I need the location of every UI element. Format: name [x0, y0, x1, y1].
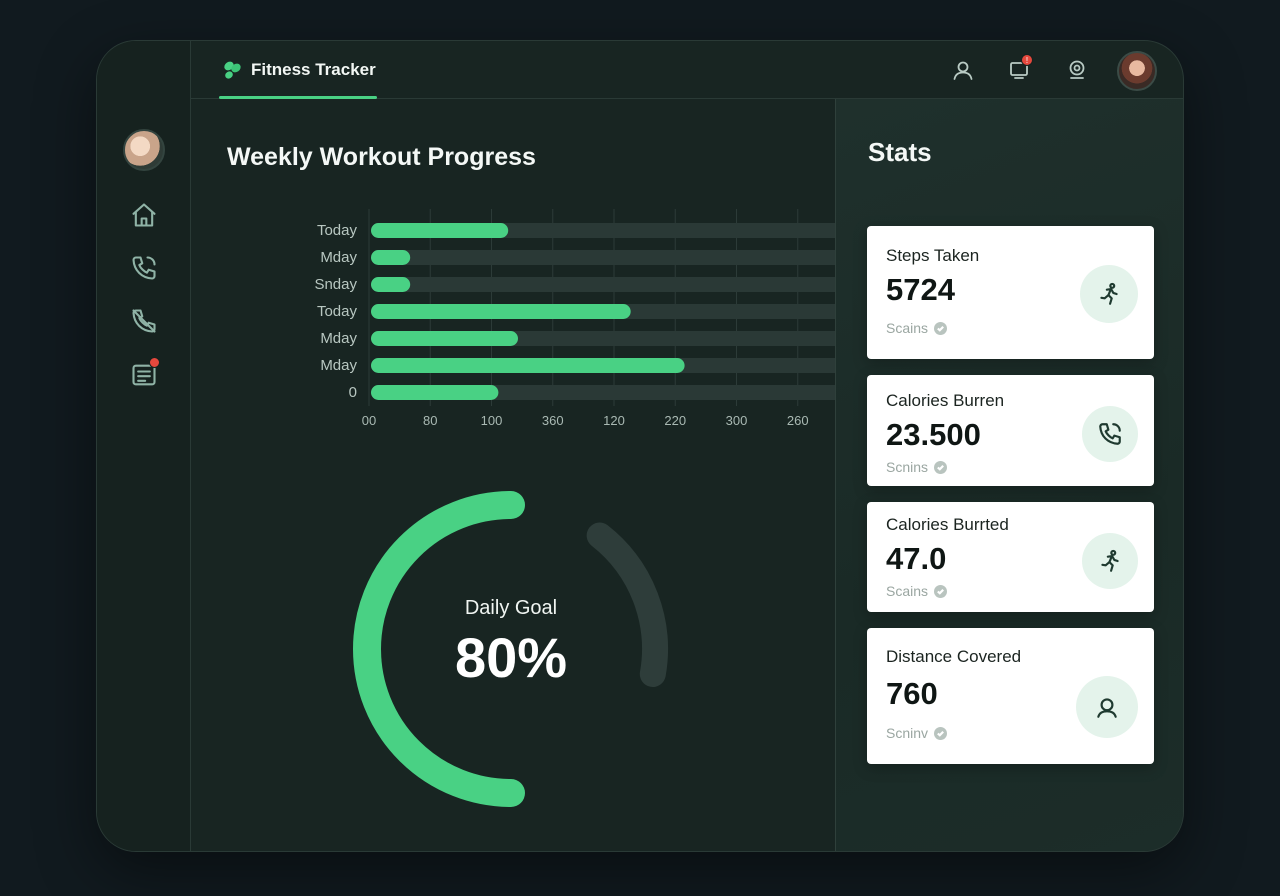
sidebar-avatar[interactable]	[123, 129, 165, 171]
bar[interactable]	[371, 331, 518, 346]
notes-badge	[149, 357, 160, 368]
sidebar	[97, 41, 191, 851]
camera-button[interactable]	[1063, 56, 1091, 84]
running-icon	[1100, 282, 1118, 305]
home-icon	[132, 203, 156, 227]
y-category-label: Mday	[320, 249, 357, 266]
stat-sub-text: Scains	[886, 320, 929, 336]
gauge-label: Daily Goal	[464, 597, 558, 619]
x-tick-label: 220	[664, 413, 686, 428]
x-tick-label: 120	[603, 413, 625, 428]
camera-icon	[1069, 60, 1085, 79]
sidebar-item-calls[interactable]	[128, 252, 160, 284]
stat-card-calories-2[interactable]: Calories Burrted 47.0 Scains	[867, 502, 1154, 612]
app-window: Fitness Tracker ! Weekly Workout Progres…	[96, 40, 1184, 852]
stat-sub-text: Scains	[886, 583, 929, 599]
y-category-label: Mday	[320, 330, 357, 347]
y-category-label: Today	[317, 303, 358, 320]
stat-value: 760	[886, 676, 938, 711]
sidebar-item-blocked[interactable]	[128, 305, 160, 337]
stat-icon-button[interactable]	[1082, 533, 1138, 589]
leaf-logo-icon	[224, 61, 241, 79]
stat-sub-text: Scnins	[886, 459, 929, 475]
x-tick-label: 00	[362, 413, 376, 428]
stat-card-distance[interactable]: Distance Covered 760 Scninv	[867, 628, 1154, 764]
stat-label: Distance Covered	[886, 647, 1022, 666]
phone-icon	[1099, 423, 1121, 445]
stats-panel: Stats Steps Taken 5724 Scains Calories B…	[835, 99, 1183, 851]
phone-off-icon	[132, 309, 156, 333]
stats-title: Stats	[868, 137, 932, 167]
sidebar-item-notes[interactable]	[128, 357, 160, 391]
list-icon	[132, 364, 156, 386]
gauge-value: 80%	[454, 626, 568, 689]
main-panel: Weekly Workout Progress 00 80 100 360 120 220…	[191, 99, 870, 851]
gauge-svg	[353, 491, 668, 807]
stat-sub-text: Scninv	[886, 725, 929, 741]
stat-sub: Scains	[886, 583, 948, 599]
user-avatar[interactable]	[1117, 51, 1157, 91]
x-tick-label: 80	[423, 413, 437, 428]
stat-value: 23.500	[886, 417, 981, 452]
bar[interactable]	[371, 223, 509, 238]
workout-chart: 0080100360120220300260160TodayMdaySndаyT…	[191, 199, 870, 429]
header: Fitness Tracker !	[191, 41, 1183, 99]
x-tick-label: 300	[726, 413, 748, 428]
app-title: Fitness Tracker	[251, 60, 376, 79]
notification-badge: !	[1021, 54, 1033, 66]
check-icon	[934, 460, 948, 474]
bar[interactable]	[371, 385, 499, 400]
bar[interactable]	[371, 250, 411, 265]
stat-icon-button[interactable]	[1076, 676, 1138, 738]
page-title: Weekly Workout Progress	[227, 143, 536, 171]
stat-card-steps[interactable]: Steps Taken 5724 Scains	[867, 226, 1154, 359]
x-tick-label: 100	[481, 413, 503, 428]
stat-label: Calories Burren	[886, 391, 1005, 410]
x-tick-label: 260	[787, 413, 809, 428]
workout-bar-chart: 0080100360120220300260160TodayMdaySndаyT…	[314, 209, 870, 428]
bar[interactable]	[371, 304, 631, 319]
y-category-label: Today	[317, 222, 358, 239]
brand[interactable]: Fitness Tracker	[221, 57, 376, 83]
check-icon	[934, 321, 948, 335]
stat-value: 5724	[886, 272, 955, 307]
notification-icon	[1010, 62, 1028, 79]
notifications-button[interactable]: !	[1005, 54, 1033, 84]
daily-goal-gauge: Daily Goal 80%	[341, 479, 681, 819]
check-icon	[934, 584, 948, 598]
stat-label: Calories Burrted	[886, 515, 1009, 534]
stat-sub: Scninv	[886, 725, 948, 741]
bar[interactable]	[371, 358, 685, 373]
stat-sub: Scains	[886, 320, 948, 336]
stat-label: Steps Taken	[886, 246, 980, 265]
stat-value: 47.0	[886, 541, 947, 576]
bar[interactable]	[371, 277, 411, 292]
y-category-label: Sndаy	[314, 276, 357, 293]
gauge-fill	[353, 491, 525, 807]
stat-icon-button[interactable]	[1080, 265, 1138, 323]
sidebar-item-home[interactable]	[128, 199, 160, 231]
bar-track	[371, 250, 861, 265]
y-category-label: Mday	[320, 357, 357, 374]
stat-icon-button[interactable]	[1082, 406, 1138, 462]
stat-sub: Scnins	[886, 459, 948, 475]
user-icon	[953, 61, 973, 80]
phone-icon	[132, 256, 156, 280]
y-category-label: 0	[349, 384, 357, 401]
profile-button[interactable]	[949, 56, 977, 84]
gauge-track	[586, 522, 668, 688]
running-icon	[1101, 549, 1119, 572]
user-icon	[1097, 698, 1117, 718]
check-icon	[934, 726, 948, 740]
active-tab-indicator	[219, 96, 377, 99]
stat-card-calories-1[interactable]: Calories Burren 23.500 Scnins	[867, 375, 1154, 486]
bar-track	[371, 277, 861, 292]
x-tick-label: 360	[542, 413, 564, 428]
